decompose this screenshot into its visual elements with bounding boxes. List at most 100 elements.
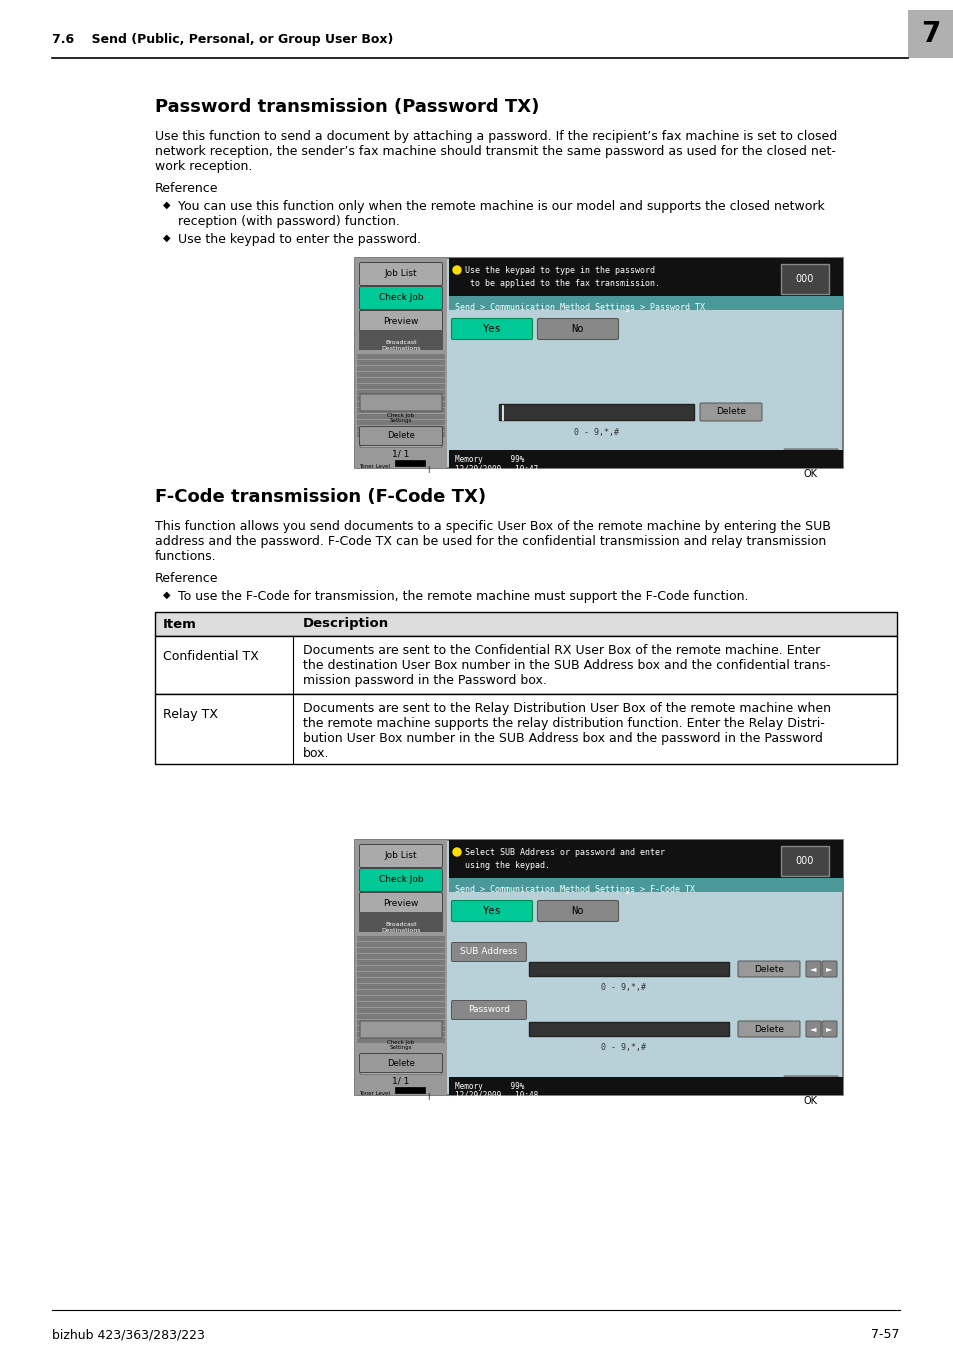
FancyBboxPatch shape <box>359 394 441 410</box>
Text: bution User Box number in the SUB Address box and the password in the Password: bution User Box number in the SUB Addres… <box>303 732 822 745</box>
FancyBboxPatch shape <box>805 961 821 977</box>
Bar <box>356 354 444 359</box>
Bar <box>356 960 444 965</box>
FancyBboxPatch shape <box>451 942 526 961</box>
Bar <box>498 404 693 420</box>
FancyBboxPatch shape <box>738 1021 800 1037</box>
Bar <box>154 612 896 636</box>
Circle shape <box>453 266 460 274</box>
Text: Broadcast
Destinations: Broadcast Destinations <box>381 340 420 351</box>
Text: Job List: Job List <box>384 852 416 860</box>
FancyBboxPatch shape <box>359 427 442 446</box>
Text: Toner Level: Toner Level <box>358 464 390 468</box>
Text: Reference: Reference <box>154 572 218 585</box>
Text: ◆: ◆ <box>163 200 171 211</box>
Text: Send > Communication Method Settings > Password TX: Send > Communication Method Settings > P… <box>455 302 704 312</box>
FancyBboxPatch shape <box>359 1056 441 1075</box>
Text: 0 - 9,*,#: 0 - 9,*,# <box>601 1044 646 1052</box>
Text: Reference: Reference <box>154 182 218 194</box>
Text: to be applied to the fax transmission.: to be applied to the fax transmission. <box>464 279 659 288</box>
Text: ►: ► <box>825 1025 832 1034</box>
Bar <box>356 1002 444 1007</box>
Text: Check Job: Check Job <box>378 876 423 884</box>
FancyBboxPatch shape <box>359 892 442 915</box>
FancyBboxPatch shape <box>738 961 800 977</box>
Text: ◆: ◆ <box>163 234 171 243</box>
Text: reception (with password) function.: reception (with password) function. <box>178 215 399 228</box>
Text: No: No <box>571 906 583 917</box>
Text: Select SUB Address or password and enter: Select SUB Address or password and enter <box>464 848 664 857</box>
Text: SUB Address: SUB Address <box>460 948 517 957</box>
Bar <box>781 265 828 294</box>
Bar <box>356 1021 444 1025</box>
Text: Check Job
Settings: Check Job Settings <box>387 1040 415 1050</box>
Text: Use this function to send a document by attaching a password. If the recipient’s: Use this function to send a document by … <box>154 130 837 143</box>
FancyBboxPatch shape <box>805 1021 821 1037</box>
Text: Description: Description <box>303 617 389 630</box>
Text: 12/29/2009   10:48: 12/29/2009 10:48 <box>455 1091 537 1100</box>
Text: 7: 7 <box>921 20 940 49</box>
Text: Delete: Delete <box>716 408 745 417</box>
FancyBboxPatch shape <box>359 1053 442 1072</box>
FancyBboxPatch shape <box>359 286 442 309</box>
FancyBboxPatch shape <box>821 961 836 977</box>
Bar <box>356 383 444 389</box>
FancyBboxPatch shape <box>783 1076 837 1094</box>
Bar <box>356 954 444 958</box>
FancyBboxPatch shape <box>783 450 837 467</box>
Text: Password transmission (Password TX): Password transmission (Password TX) <box>154 99 538 116</box>
FancyBboxPatch shape <box>537 900 618 922</box>
Bar <box>356 972 444 977</box>
Text: Job List: Job List <box>384 270 416 278</box>
Text: Broadcast
Destinations: Broadcast Destinations <box>381 922 420 933</box>
Text: Yes: Yes <box>482 324 501 333</box>
Text: Send > Communication Method Settings > F-Code TX: Send > Communication Method Settings > F… <box>455 886 695 894</box>
Text: Use the keypad to enter the password.: Use the keypad to enter the password. <box>178 234 420 246</box>
Bar <box>356 427 444 431</box>
FancyBboxPatch shape <box>359 868 442 891</box>
Text: bizhub 423/363/283/223: bizhub 423/363/283/223 <box>52 1328 205 1341</box>
Text: 1/ 1: 1/ 1 <box>392 1076 409 1085</box>
Text: Password: Password <box>468 1006 510 1014</box>
Bar <box>356 396 444 401</box>
Bar <box>449 450 842 468</box>
Text: functions.: functions. <box>154 549 216 563</box>
Text: |: | <box>427 1094 429 1100</box>
Bar <box>355 840 447 1095</box>
Text: Yes: Yes <box>482 906 501 917</box>
Bar <box>449 296 842 310</box>
Bar <box>356 432 444 437</box>
Bar <box>356 390 444 396</box>
FancyBboxPatch shape <box>451 900 532 922</box>
Text: 7.6    Send (Public, Personal, or Group User Box): 7.6 Send (Public, Personal, or Group Use… <box>52 34 393 46</box>
Text: Delete: Delete <box>387 432 415 440</box>
FancyBboxPatch shape <box>537 319 618 339</box>
Text: network reception, the sender’s fax machine should transmit the same password as: network reception, the sender’s fax mach… <box>154 144 835 158</box>
FancyBboxPatch shape <box>359 1021 441 1038</box>
Bar <box>355 258 447 468</box>
Bar <box>356 420 444 425</box>
Bar <box>356 402 444 406</box>
Bar <box>356 967 444 971</box>
Text: 0 - 9,*,#: 0 - 9,*,# <box>574 428 618 437</box>
Text: To use the F-Code for transmission, the remote machine must support the F-Code f: To use the F-Code for transmission, the … <box>178 590 748 603</box>
Text: 7-57: 7-57 <box>871 1328 899 1341</box>
Bar <box>356 373 444 377</box>
Bar <box>907 9 953 58</box>
Text: 12/29/2009   10:47: 12/29/2009 10:47 <box>455 464 537 472</box>
Text: This function allows you send documents to a specific User Box of the remote mac: This function allows you send documents … <box>154 520 830 533</box>
Text: work reception.: work reception. <box>154 161 253 173</box>
Bar <box>356 1038 444 1044</box>
Text: address and the password. F-Code TX can be used for the confidential transmissio: address and the password. F-Code TX can … <box>154 535 825 548</box>
Bar <box>395 1087 424 1094</box>
Bar <box>356 1031 444 1037</box>
Text: ◆: ◆ <box>163 590 171 599</box>
Text: Toner Level: Toner Level <box>358 1091 390 1096</box>
FancyBboxPatch shape <box>821 1021 836 1037</box>
Text: 000: 000 <box>795 274 813 284</box>
Bar <box>154 694 896 764</box>
Text: mission password in the Password box.: mission password in the Password box. <box>303 674 546 687</box>
FancyBboxPatch shape <box>451 319 532 339</box>
Text: Use the keypad to type in the password: Use the keypad to type in the password <box>464 266 655 275</box>
Bar <box>449 878 842 892</box>
